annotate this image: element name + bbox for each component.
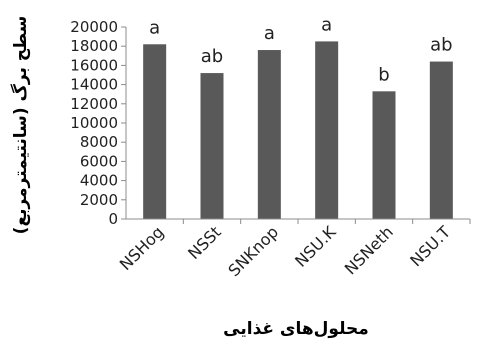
- axis-layer: [121, 26, 471, 224]
- significance-label: ab: [201, 46, 223, 67]
- x-tick-label: NSNeth: [341, 222, 397, 278]
- y-tick-label: 6000: [80, 152, 118, 170]
- bar-SNKnop: [257, 50, 281, 219]
- significance-label: a: [149, 17, 160, 38]
- bar-NSNeth: [372, 91, 396, 219]
- y-tick-label: 20000: [70, 18, 118, 36]
- significance-label: b: [378, 64, 389, 85]
- y-tick-label: 10000: [70, 114, 118, 132]
- x-tick-label: NSU.K: [291, 222, 340, 271]
- y-tick-label: 0: [108, 210, 118, 228]
- bar-NSU.K: [315, 41, 339, 220]
- y-tick-label: 16000: [70, 56, 118, 74]
- y-tick-label: 14000: [70, 76, 118, 94]
- y-axis-title: سطح برگ (سانتیمترمربع): [11, 16, 31, 235]
- significance-label: ab: [430, 35, 452, 56]
- bar-NSU.T: [429, 61, 453, 220]
- bar-NSHog: [143, 44, 167, 219]
- significance-label: a: [321, 14, 332, 35]
- significance-label: a: [264, 23, 275, 44]
- y-tick-label: 12000: [70, 95, 118, 113]
- x-tick-label: NSSt: [184, 222, 225, 263]
- y-tick-label: 8000: [80, 133, 118, 151]
- x-tick-label: NSHog: [116, 222, 168, 274]
- x-tick-label: SNKnop: [224, 222, 282, 280]
- y-tick-label: 4000: [80, 172, 118, 190]
- bars-layer: [143, 41, 453, 220]
- y-tick-label: 2000: [80, 191, 118, 209]
- x-axis-title: محلول‌های غذایی: [223, 319, 369, 339]
- bar-NSSt: [200, 73, 224, 219]
- x-tick-label: NSU.T: [406, 222, 454, 270]
- y-tick-label: 18000: [70, 37, 118, 55]
